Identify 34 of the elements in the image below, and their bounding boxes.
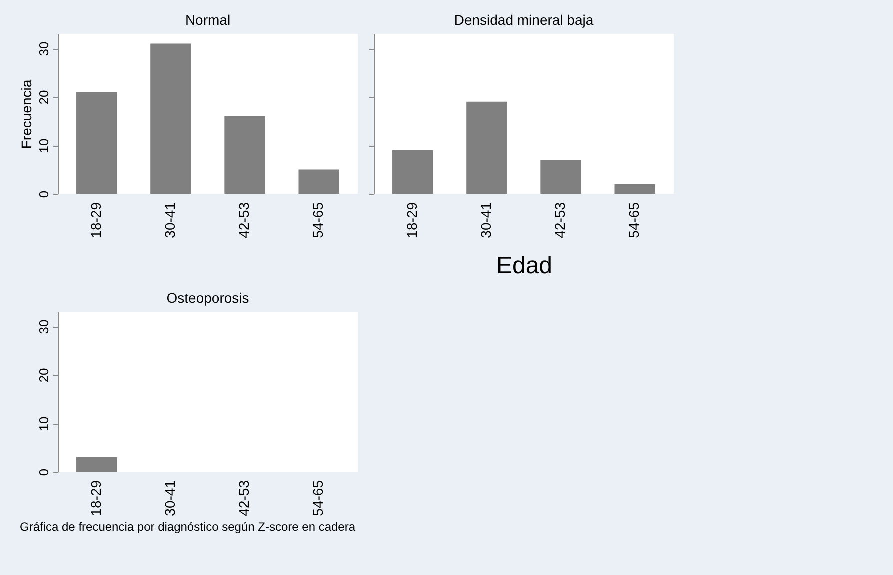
y-tick-label: 10: [36, 416, 52, 432]
y-tick-label: 20: [36, 368, 52, 383]
chart-title: Osteoporosis: [166, 290, 250, 306]
text: Gráfica de frecuencia por diagnóstico según Z-score en cadera: [20, 520, 356, 534]
chart-title: Densidad mineral baja: [454, 12, 594, 28]
bar: [224, 116, 266, 194]
x-tick-label: 30-41: [162, 202, 178, 238]
y-tick-label: 30: [36, 42, 52, 56]
bar: [392, 150, 434, 194]
x-tick-label: 42-53: [236, 480, 252, 516]
x-tick-label: 30-41: [162, 480, 178, 516]
x-tick-label: 18-29: [88, 202, 104, 238]
x-tick-label: 42-53: [552, 202, 568, 238]
x-tick-label: 54-65: [626, 202, 642, 238]
x-tick-label: 18-29: [88, 480, 104, 516]
x-axis-title: Edad: [496, 252, 553, 280]
x-tick-label: 42-53: [236, 202, 252, 238]
bar: [150, 44, 192, 194]
y-tick-label: 20: [36, 90, 52, 105]
chart-title: Normal: [185, 12, 231, 28]
bar: [614, 184, 656, 194]
y-tick-label: 10: [36, 138, 52, 154]
y-tick-label: 30: [36, 320, 52, 334]
bar: [76, 92, 118, 194]
bar: [298, 170, 340, 194]
x-tick-label: 18-29: [404, 202, 420, 238]
bar: [540, 160, 582, 194]
x-tick-label: 54-65: [310, 202, 326, 238]
y-tick-label: 0: [36, 468, 52, 476]
y-axis-title: Frecuencia: [18, 80, 34, 150]
x-tick-label: 54-65: [310, 480, 326, 516]
y-tick-label: 0: [36, 190, 52, 198]
x-tick-label: 30-41: [478, 202, 494, 238]
bar: [466, 102, 508, 194]
